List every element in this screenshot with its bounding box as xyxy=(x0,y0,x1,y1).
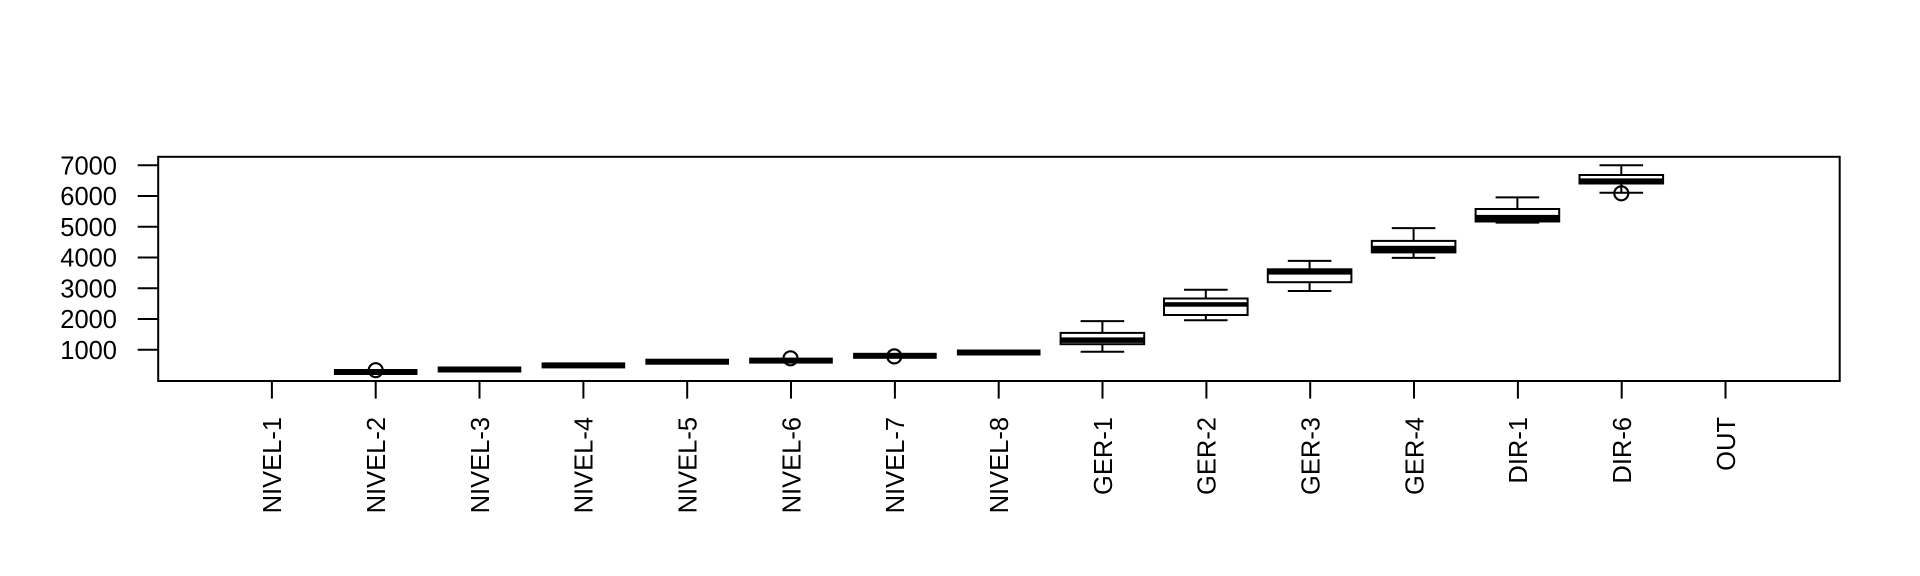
svg-text:NIVEL-1: NIVEL-1 xyxy=(259,417,287,513)
svg-text:5000: 5000 xyxy=(60,214,117,242)
svg-text:2000: 2000 xyxy=(60,306,117,334)
svg-text:NIVEL-2: NIVEL-2 xyxy=(363,417,391,513)
svg-text:GER-3: GER-3 xyxy=(1298,417,1326,495)
svg-text:OUT: OUT xyxy=(1713,417,1741,471)
svg-text:NIVEL-6: NIVEL-6 xyxy=(778,417,806,513)
svg-text:4000: 4000 xyxy=(60,245,117,273)
svg-text:3000: 3000 xyxy=(60,275,117,303)
svg-text:GER-4: GER-4 xyxy=(1401,417,1429,495)
svg-text:1000: 1000 xyxy=(60,337,117,365)
svg-text:DIR-1: DIR-1 xyxy=(1505,417,1533,484)
svg-text:NIVEL-5: NIVEL-5 xyxy=(675,417,703,513)
svg-text:NIVEL-4: NIVEL-4 xyxy=(571,417,599,513)
svg-text:6000: 6000 xyxy=(60,183,117,211)
svg-text:7000: 7000 xyxy=(60,152,117,180)
svg-text:NIVEL-7: NIVEL-7 xyxy=(882,417,910,513)
svg-text:GER-2: GER-2 xyxy=(1194,417,1222,495)
svg-text:NIVEL-3: NIVEL-3 xyxy=(467,417,495,513)
svg-text:NIVEL-8: NIVEL-8 xyxy=(986,417,1014,513)
svg-text:DIR-6: DIR-6 xyxy=(1609,417,1637,484)
svg-text:GER-1: GER-1 xyxy=(1090,417,1118,495)
